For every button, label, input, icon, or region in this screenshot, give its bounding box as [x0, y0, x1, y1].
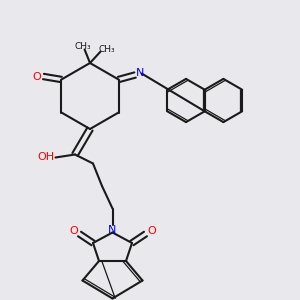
Text: O: O [147, 226, 156, 236]
Text: N: N [136, 68, 145, 79]
Text: CH₃: CH₃ [74, 42, 91, 51]
Text: CH₃: CH₃ [98, 45, 115, 54]
Text: O: O [69, 226, 78, 236]
Text: N: N [108, 225, 117, 236]
Text: OH: OH [37, 152, 55, 163]
Text: O: O [32, 71, 41, 82]
